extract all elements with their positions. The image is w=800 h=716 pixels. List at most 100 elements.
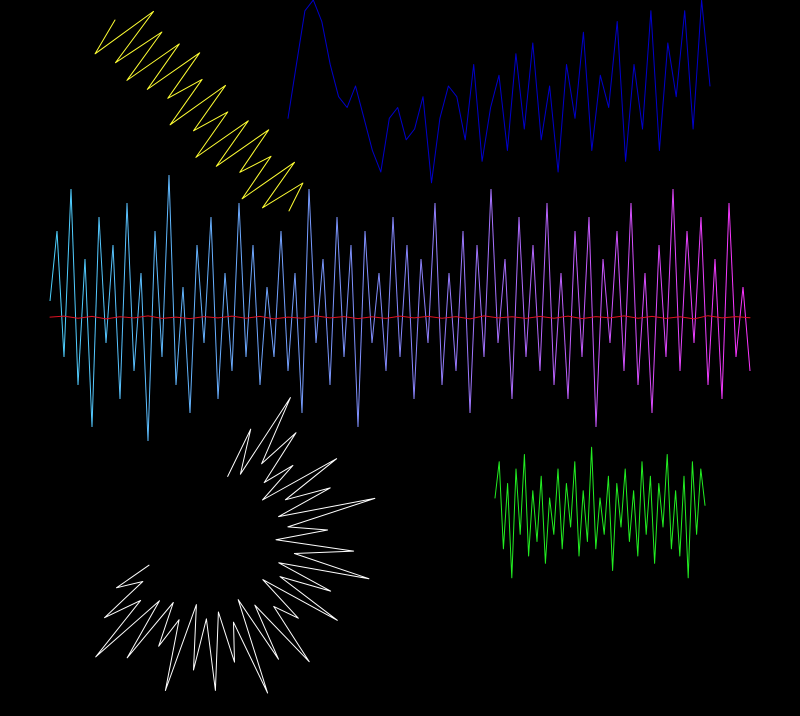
series-2-segment	[168, 174, 177, 386]
series-2-segment	[161, 174, 170, 358]
series-2-segment	[231, 202, 240, 372]
series-2-segment	[343, 244, 352, 358]
series-2-segment	[364, 230, 373, 344]
series-2-segment	[98, 216, 107, 344]
series-2-segment	[427, 202, 436, 344]
series-2-segment	[336, 216, 345, 358]
series-2-segment	[280, 230, 289, 372]
series-2-segment	[616, 230, 625, 372]
series-2-segment	[448, 272, 457, 372]
series-2-segment	[532, 244, 541, 372]
series-2-segment	[651, 244, 660, 414]
series-2-segment	[196, 244, 205, 344]
series-2-segment	[714, 258, 723, 400]
series-2-segment	[378, 272, 387, 372]
series-2-segment	[112, 244, 121, 400]
series-2-segment	[707, 258, 716, 386]
series-4-line	[494, 446, 706, 579]
series-2-segment	[686, 230, 695, 344]
series-2-segment	[119, 202, 128, 400]
series-2-segment	[413, 258, 422, 400]
series-3	[49, 315, 751, 320]
series-2-segment	[693, 216, 702, 344]
series-2-segment	[182, 286, 191, 414]
series-2-segment	[70, 188, 79, 386]
series-2-segment	[658, 244, 667, 358]
series-2-segment	[266, 286, 275, 358]
series-2-segment	[238, 202, 247, 358]
series-2-segment	[462, 230, 471, 414]
series-3-line	[49, 315, 751, 320]
series-2-segment	[602, 258, 611, 344]
series-2-segment	[469, 244, 478, 414]
series-2-segment	[371, 272, 380, 344]
series-2-segment	[721, 202, 730, 400]
series-2-segment	[357, 230, 366, 428]
series-2-segment	[49, 230, 58, 302]
series-2-segment	[203, 216, 212, 344]
series-2-segment	[581, 216, 590, 358]
series-2-segment	[84, 258, 93, 428]
series-2-segment	[91, 216, 100, 428]
series-2-segment	[126, 202, 135, 372]
series-2-segment	[147, 230, 156, 442]
series-2-segment	[77, 258, 86, 386]
series-2-segment	[154, 230, 163, 358]
series-2-segment	[567, 230, 576, 400]
series-5	[95, 397, 376, 694]
series-2-segment	[399, 244, 408, 358]
series-2-segment	[273, 230, 282, 358]
series-2-segment	[609, 230, 618, 344]
series-2-segment	[637, 272, 646, 386]
series-2-segment	[259, 286, 268, 386]
series-2-segment	[574, 230, 583, 358]
series-2-segment	[476, 244, 485, 358]
series-2-segment	[728, 202, 737, 358]
series-2-segment	[63, 188, 72, 358]
series-2-segment	[301, 188, 310, 414]
series-1	[287, 0, 711, 184]
series-2-segment	[350, 244, 359, 428]
series-2-segment	[189, 244, 198, 414]
series-2	[49, 174, 751, 442]
series-2-segment	[665, 188, 674, 358]
series-4	[494, 446, 706, 579]
series-2-segment	[385, 216, 394, 372]
series-2-segment	[105, 244, 114, 344]
series-2-segment	[287, 272, 296, 372]
series-2-segment	[525, 244, 534, 358]
series-2-segment	[245, 244, 254, 358]
series-2-segment	[623, 202, 632, 372]
series-2-segment	[595, 258, 604, 428]
series-2-segment	[224, 272, 233, 372]
series-2-segment	[329, 216, 338, 386]
series-2-segment	[455, 230, 464, 372]
series-2-segment	[420, 258, 429, 344]
series-2-segment	[392, 216, 401, 358]
series-2-segment	[175, 286, 184, 386]
series-2-segment	[406, 244, 415, 400]
series-0	[94, 10, 304, 212]
series-2-segment	[553, 272, 562, 386]
series-2-segment	[735, 286, 744, 358]
series-2-segment	[742, 286, 751, 372]
series-2-segment	[588, 216, 597, 428]
series-2-segment	[504, 258, 513, 400]
series-2-segment	[210, 216, 219, 400]
series-2-segment	[217, 272, 226, 400]
series-2-segment	[539, 202, 548, 372]
series-2-segment	[252, 244, 261, 386]
series-2-segment	[294, 272, 303, 414]
series-2-segment	[644, 272, 653, 414]
series-2-segment	[56, 230, 65, 358]
series-2-segment	[700, 216, 709, 386]
series-2-segment	[308, 188, 317, 344]
series-2-segment	[518, 216, 527, 358]
series-1-line	[287, 0, 711, 184]
series-2-segment	[490, 188, 499, 344]
series-2-segment	[140, 272, 149, 442]
series-0-line	[94, 10, 304, 212]
series-2-segment	[315, 258, 324, 344]
